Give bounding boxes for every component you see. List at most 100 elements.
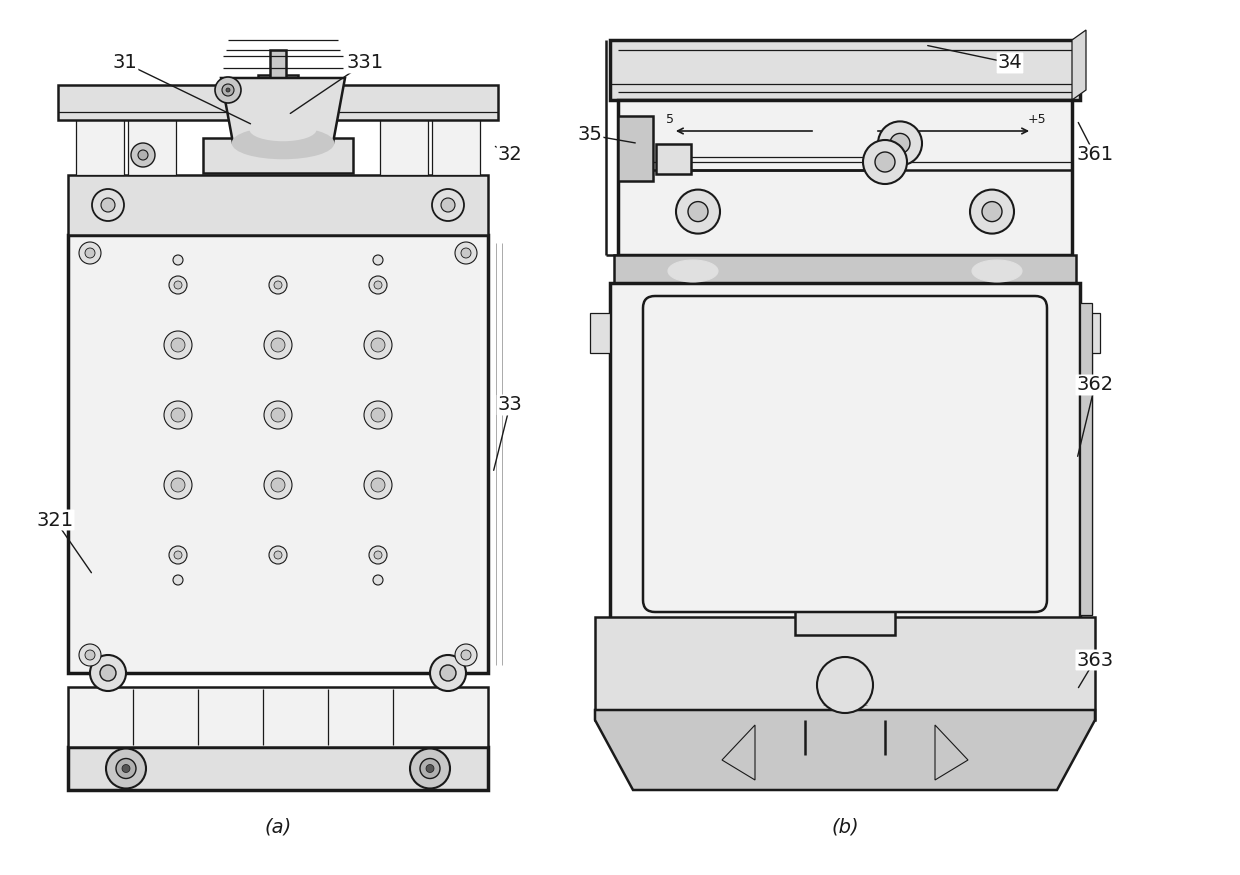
Circle shape xyxy=(274,281,281,289)
Bar xyxy=(68,687,489,747)
Bar xyxy=(258,75,298,140)
Circle shape xyxy=(441,198,455,212)
Circle shape xyxy=(430,655,466,691)
Circle shape xyxy=(817,657,873,713)
Polygon shape xyxy=(595,710,1095,790)
Circle shape xyxy=(455,644,477,666)
Circle shape xyxy=(370,276,387,294)
Circle shape xyxy=(169,546,187,564)
Circle shape xyxy=(174,281,182,289)
Circle shape xyxy=(79,644,100,666)
Bar xyxy=(68,235,489,673)
Circle shape xyxy=(79,242,100,264)
Bar xyxy=(1080,303,1092,615)
Bar xyxy=(68,747,489,790)
Polygon shape xyxy=(935,725,968,780)
Text: (b): (b) xyxy=(831,817,859,836)
Bar xyxy=(76,115,124,175)
Circle shape xyxy=(264,401,291,429)
Circle shape xyxy=(164,471,192,499)
Circle shape xyxy=(138,150,148,160)
Text: 31: 31 xyxy=(113,53,138,73)
Text: 321: 321 xyxy=(36,510,73,529)
Circle shape xyxy=(365,401,392,429)
Text: 363: 363 xyxy=(1076,650,1114,669)
Circle shape xyxy=(374,551,382,559)
Bar xyxy=(610,40,1080,100)
Circle shape xyxy=(105,748,146,788)
Text: 34: 34 xyxy=(998,53,1022,73)
Circle shape xyxy=(86,248,95,258)
Circle shape xyxy=(890,133,910,153)
Circle shape xyxy=(171,338,185,352)
Circle shape xyxy=(365,331,392,359)
Circle shape xyxy=(86,650,95,660)
Circle shape xyxy=(370,546,387,564)
Circle shape xyxy=(970,190,1014,234)
Polygon shape xyxy=(221,78,345,143)
Circle shape xyxy=(676,190,720,234)
Circle shape xyxy=(174,255,184,265)
Text: 33: 33 xyxy=(497,396,522,415)
Bar xyxy=(618,100,1073,255)
Circle shape xyxy=(164,401,192,429)
Circle shape xyxy=(92,189,124,221)
Text: 32: 32 xyxy=(497,145,522,164)
Ellipse shape xyxy=(233,128,334,158)
Bar xyxy=(432,115,480,175)
Circle shape xyxy=(91,655,126,691)
Circle shape xyxy=(440,665,456,681)
Circle shape xyxy=(863,140,906,184)
Circle shape xyxy=(371,478,384,492)
Ellipse shape xyxy=(250,118,315,140)
Circle shape xyxy=(171,478,185,492)
Circle shape xyxy=(100,198,115,212)
Circle shape xyxy=(122,765,130,773)
Circle shape xyxy=(117,759,136,779)
Circle shape xyxy=(371,408,384,422)
Circle shape xyxy=(461,248,471,258)
Circle shape xyxy=(373,575,383,585)
Circle shape xyxy=(432,189,464,221)
Circle shape xyxy=(374,281,382,289)
Bar xyxy=(610,283,1080,635)
Circle shape xyxy=(169,276,187,294)
Circle shape xyxy=(264,471,291,499)
Circle shape xyxy=(365,471,392,499)
Circle shape xyxy=(427,765,434,773)
Bar xyxy=(58,85,498,120)
FancyBboxPatch shape xyxy=(644,296,1047,612)
Text: 361: 361 xyxy=(1076,145,1114,164)
Circle shape xyxy=(100,665,117,681)
Polygon shape xyxy=(1073,30,1086,100)
Circle shape xyxy=(274,551,281,559)
Circle shape xyxy=(455,242,477,264)
Text: +5: +5 xyxy=(1028,113,1047,126)
Circle shape xyxy=(272,478,285,492)
Bar xyxy=(618,116,653,180)
Bar xyxy=(68,175,489,235)
Bar xyxy=(795,610,895,635)
Circle shape xyxy=(373,255,383,265)
Bar xyxy=(238,78,329,100)
Circle shape xyxy=(982,201,1002,221)
Text: (a): (a) xyxy=(264,817,291,836)
Ellipse shape xyxy=(972,260,1022,282)
Circle shape xyxy=(164,331,192,359)
Circle shape xyxy=(269,276,286,294)
Circle shape xyxy=(420,759,440,779)
Bar xyxy=(203,138,353,173)
Text: 5: 5 xyxy=(666,113,675,126)
Polygon shape xyxy=(722,725,755,780)
Circle shape xyxy=(131,143,155,167)
Circle shape xyxy=(269,546,286,564)
Ellipse shape xyxy=(668,260,718,282)
Circle shape xyxy=(878,122,923,165)
Bar xyxy=(590,313,610,353)
Circle shape xyxy=(272,338,285,352)
Circle shape xyxy=(875,152,895,172)
Circle shape xyxy=(688,201,708,221)
Bar xyxy=(270,50,286,80)
Circle shape xyxy=(226,88,229,92)
Text: 35: 35 xyxy=(578,125,603,144)
